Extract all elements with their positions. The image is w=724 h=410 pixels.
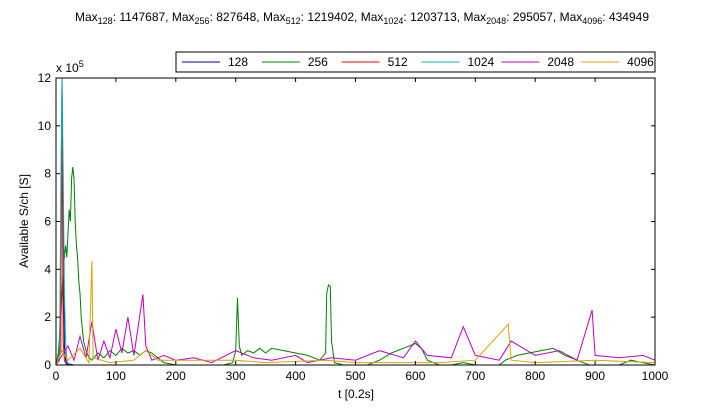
plot-area-frame <box>55 77 656 366</box>
series-line-2048 <box>56 294 655 365</box>
title-segment: Max2048: 295057, <box>463 10 560 26</box>
x-tick-label: 200 <box>166 369 186 383</box>
x-tick-label: 100 <box>106 369 126 383</box>
legend-box <box>175 51 656 73</box>
legend-label: 1024 <box>468 55 495 69</box>
y-tick-label: 8 <box>44 167 51 181</box>
y-tick-label: 4 <box>44 262 51 276</box>
legend: 128 256 512 1024 2048 4096 <box>175 51 656 73</box>
title-segment: Max512: 1219402, <box>262 10 361 26</box>
x-axis-label: t [0.2s] <box>338 387 374 401</box>
legend-label: 4096 <box>627 55 654 69</box>
title-segment: Max256: 827648, <box>171 10 263 26</box>
legend-label: 2048 <box>547 55 574 69</box>
x-tick-label: 400 <box>286 369 306 383</box>
x-tick-label: 300 <box>226 369 246 383</box>
x-tick-label: 0 <box>53 369 60 383</box>
y-tick-label: 2 <box>44 310 51 324</box>
series-line-1024 <box>56 78 655 365</box>
title-segment: Max1024: 1203713, <box>360 10 464 26</box>
x-tick-label: 900 <box>585 369 605 383</box>
y-tick-label: 6 <box>44 215 51 229</box>
title-segment: Max4096: 434949 <box>559 10 649 26</box>
legend-label: 256 <box>308 55 328 69</box>
chart-title: Max128: 1147687, Max256: 827648, Max512:… <box>0 10 724 26</box>
y-tick-label: 10 <box>38 119 52 133</box>
x-tick-label: 1000 <box>642 369 669 383</box>
legend-label: 128 <box>228 55 248 69</box>
legend-label: 512 <box>388 55 408 69</box>
y-tick-label: 12 <box>38 71 52 85</box>
x-tick-label: 500 <box>345 369 365 383</box>
y-tick-label: 0 <box>44 358 51 372</box>
y-multiplier: x 105 <box>56 59 84 75</box>
x-tick-label: 600 <box>405 369 425 383</box>
series-line-128 <box>58 90 655 365</box>
series-line-512 <box>56 78 655 365</box>
y-axis-label: Available S/ch [S] <box>17 174 31 268</box>
title-segment: Max128: 1147687, <box>74 10 172 26</box>
x-tick-label: 700 <box>465 369 485 383</box>
x-tick-label: 800 <box>525 369 545 383</box>
series-line-4096 <box>56 260 655 365</box>
series-line-256 <box>56 167 655 365</box>
